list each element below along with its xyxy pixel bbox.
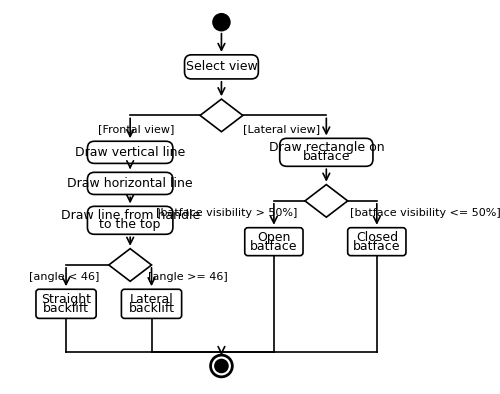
Circle shape: [215, 359, 228, 373]
Text: Draw vertical line: Draw vertical line: [75, 146, 186, 159]
Text: [batface visibility <= 50%]: [batface visibility <= 50%]: [350, 208, 500, 218]
Text: Draw horizontal line: Draw horizontal line: [68, 177, 193, 190]
Text: Closed: Closed: [356, 230, 398, 243]
Text: Draw rectangle on: Draw rectangle on: [268, 141, 384, 154]
FancyBboxPatch shape: [36, 289, 96, 318]
Text: Lateral: Lateral: [130, 293, 174, 306]
Text: [Lateral view]: [Lateral view]: [243, 124, 320, 134]
Text: batface: batface: [353, 240, 401, 253]
FancyBboxPatch shape: [122, 289, 182, 318]
Text: [Frontal view]: [Frontal view]: [98, 124, 175, 134]
Text: batface: batface: [250, 240, 298, 253]
FancyBboxPatch shape: [184, 55, 258, 79]
Text: Select view: Select view: [186, 60, 258, 73]
FancyBboxPatch shape: [88, 141, 173, 164]
Text: backlift: backlift: [128, 302, 174, 315]
Polygon shape: [200, 99, 243, 132]
Polygon shape: [109, 249, 152, 281]
Text: to the top: to the top: [100, 218, 161, 231]
Text: [batface visibility > 50%]: [batface visibility > 50%]: [156, 208, 297, 218]
Text: Draw line from handle: Draw line from handle: [60, 209, 200, 222]
Circle shape: [213, 14, 230, 31]
FancyBboxPatch shape: [244, 228, 303, 256]
Text: backlift: backlift: [43, 302, 89, 315]
FancyBboxPatch shape: [348, 228, 406, 256]
Circle shape: [210, 355, 233, 377]
Text: Straight: Straight: [41, 293, 91, 306]
Polygon shape: [305, 184, 348, 217]
FancyBboxPatch shape: [280, 138, 373, 166]
Text: Open: Open: [257, 230, 290, 243]
Text: [angle < 46]: [angle < 46]: [28, 271, 99, 282]
FancyBboxPatch shape: [88, 172, 173, 195]
Text: batface: batface: [302, 151, 350, 164]
FancyBboxPatch shape: [88, 206, 173, 234]
Text: [angle >= 46]: [angle >= 46]: [148, 271, 228, 282]
